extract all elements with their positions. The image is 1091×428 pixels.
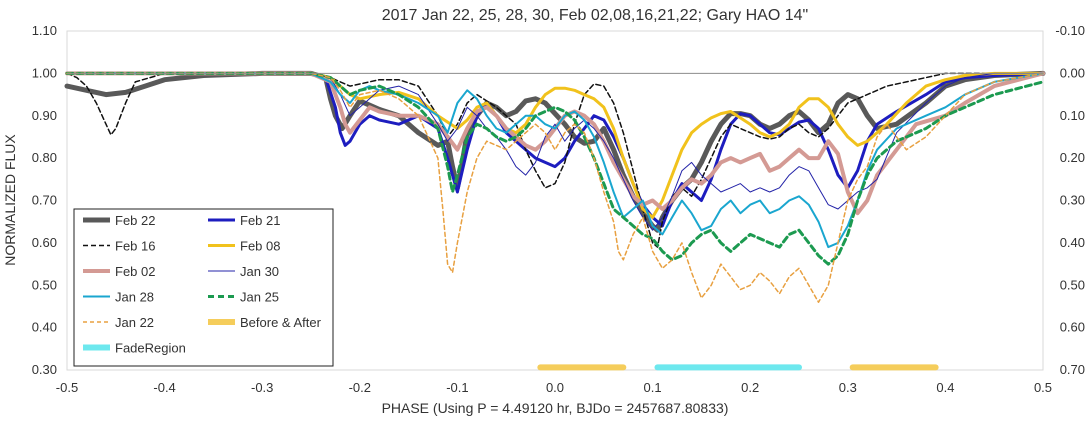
y2-tick-label: 0.60 [1060, 320, 1085, 335]
x-tick-label: 0.2 [741, 380, 759, 395]
x-tick-label: -0.5 [56, 380, 78, 395]
series-line-3 [65, 71, 1045, 219]
chart-title: 2017 Jan 22, 25, 28, 30, Feb 02,08,16,21… [382, 7, 808, 24]
x-tick-label: -0.2 [349, 380, 371, 395]
y-tick-label: 0.70 [32, 193, 57, 208]
x-tick-label: 0.1 [644, 380, 662, 395]
series-line-5 [66, 72, 1044, 231]
y-tick-label: 0.80 [32, 150, 57, 165]
y-tick-label: 0.90 [32, 108, 57, 123]
x-tick-label: 0.4 [936, 380, 954, 395]
y2-tick-label: 0.30 [1060, 193, 1085, 208]
x-tick-label: 0.0 [546, 380, 564, 395]
legend-label-8: Jan 22 [115, 315, 154, 330]
y-tick-label: 1.10 [32, 23, 57, 38]
legend-label-2: Feb 16 [115, 239, 155, 254]
x-tick-label: 0.5 [1034, 380, 1052, 395]
legend-label-1: Feb 21 [240, 213, 280, 228]
series-line-1 [65, 71, 1045, 228]
series-line-8 [66, 72, 1044, 303]
legend-label-9: Before & After [240, 315, 322, 330]
legend-label-10: FadeRegion [115, 341, 186, 356]
y-tick-label: 0.30 [32, 362, 57, 377]
legend: Feb 22 Feb 21 Feb 16 Feb 08 Feb 02 Jan 30 Jan … [73, 208, 334, 367]
y2-tick-label: 0.40 [1060, 235, 1085, 250]
x-tick-label: -0.4 [153, 380, 175, 395]
x-tick-label: 0.3 [839, 380, 857, 395]
y2-tick-label: 0.10 [1060, 108, 1085, 123]
series-line-0 [64, 70, 1046, 233]
x-tick-label: -0.1 [446, 380, 468, 395]
y2-tick-label: 0.70 [1060, 362, 1085, 377]
axes-layer: -0.5 -0.4 -0.3 -0.2 -0.1 0.0 0.1 0.2 0.3 0.4 0.5 0.… [32, 23, 1085, 395]
y2-tick-label: 0.00 [1060, 65, 1085, 80]
y-tick-label: 0.60 [32, 235, 57, 250]
legend-label-3: Feb 08 [240, 239, 280, 254]
legend-label-4: Feb 02 [115, 264, 155, 279]
x-tick-label: -0.3 [251, 380, 273, 395]
legend-label-0: Feb 22 [115, 213, 155, 228]
legend-box [73, 208, 334, 367]
legend-label-5: Jan 30 [240, 264, 279, 279]
y-tick-label: 0.40 [32, 320, 57, 335]
y2-tick-label: -0.10 [1055, 23, 1085, 38]
y-tick-label: 0.50 [32, 277, 57, 292]
y2-tick-label: 0.50 [1060, 277, 1085, 292]
y-axis-label: NORMALIZED FLUX [2, 134, 18, 266]
y2-tick-label: 0.20 [1060, 150, 1085, 165]
x-axis-label: PHASE (Using P = 4.49120 hr, BJDo = 2457… [382, 400, 729, 416]
legend-label-7: Jan 25 [240, 290, 279, 305]
series-line-6 [66, 72, 1044, 249]
y-tick-label: 1.00 [32, 65, 57, 80]
legend-label-6: Jan 28 [115, 290, 154, 305]
series-line-7 [65, 71, 1045, 266]
